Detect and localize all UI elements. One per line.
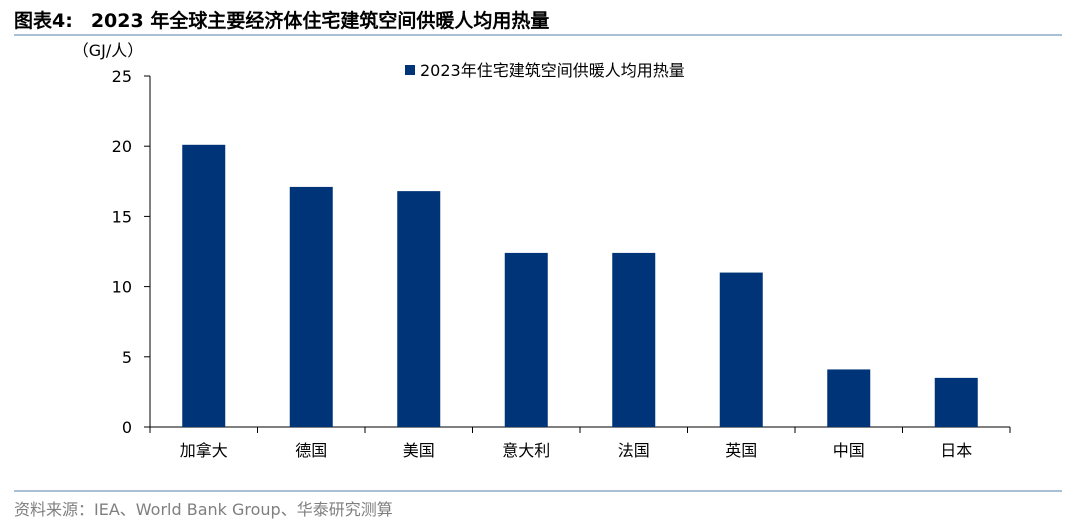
y-tick-label: 20 (112, 137, 132, 156)
bar (182, 144, 226, 427)
figure-title: 图表4: 2023 年全球主要经济体住宅建筑空间供暖人均用热量 (14, 6, 549, 33)
x-tick-label: 日本 (940, 441, 972, 460)
x-tick-label: 德国 (295, 441, 327, 460)
legend-label: 2023年住宅建筑空间供暖人均用热量 (420, 61, 685, 80)
x-tick-label: 中国 (833, 441, 865, 460)
y-tick-label: 0 (122, 418, 132, 437)
bar (504, 252, 548, 427)
y-tick-label: 15 (112, 207, 132, 226)
y-tick-label: 5 (122, 348, 132, 367)
figure-title-text: 2023 年全球主要经济体住宅建筑空间供暖人均用热量 (90, 10, 550, 32)
bar (827, 369, 871, 427)
y-tick-label: 25 (112, 67, 132, 86)
legend-swatch (405, 65, 415, 75)
figure-label: 图表4: (14, 10, 73, 32)
footer-rule (14, 490, 1062, 492)
bar (612, 252, 656, 427)
x-tick-label: 英国 (725, 441, 757, 460)
bar (289, 186, 333, 427)
x-tick-label: 法国 (618, 441, 650, 460)
x-tick-label: 美国 (403, 441, 435, 460)
bar (397, 191, 441, 427)
y-axis-label: （GJ/人） (73, 41, 144, 60)
title-rule (14, 34, 1062, 36)
bar-chart: （GJ/人） 0 5 10 15 20 25 加拿大 德国 美国 意大利 法国 英国 中国 日本 2023年住… (73, 41, 1011, 460)
source-note: 资料来源：IEA、World Bank Group、华泰研究测算 (14, 500, 393, 519)
bar (719, 272, 763, 427)
x-tick-label: 意大利 (502, 441, 550, 460)
bar (934, 377, 978, 427)
y-tick-label: 10 (112, 278, 132, 297)
x-tick-label: 加拿大 (180, 441, 228, 460)
